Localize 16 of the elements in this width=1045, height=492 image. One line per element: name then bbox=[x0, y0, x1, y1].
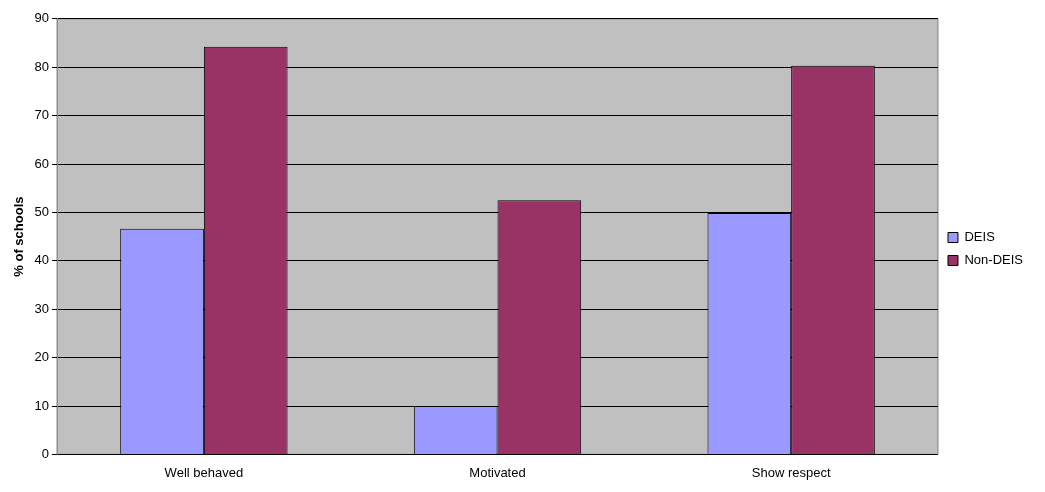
y-tick-label: 10 bbox=[34, 397, 50, 413]
y-tick-label: 30 bbox=[34, 300, 50, 316]
x-tick-label: Show respect bbox=[751, 464, 831, 480]
x-tick-label: Well behaved bbox=[164, 464, 244, 480]
y-tick-label: 90 bbox=[34, 10, 50, 26]
legend-label: Non-DEIS bbox=[964, 252, 1024, 268]
y-tick-label: 50 bbox=[34, 203, 50, 219]
y-tick-label: 70 bbox=[34, 107, 50, 123]
y-tick-label: 80 bbox=[34, 58, 50, 74]
y-tick-label: 60 bbox=[34, 155, 50, 171]
x-tick-label: Motivated bbox=[469, 464, 526, 480]
y-tick-label: 0 bbox=[41, 445, 50, 461]
y-tick-label: 20 bbox=[34, 349, 50, 365]
y-axis-title: % of schools bbox=[11, 196, 27, 277]
y-tick-label: 40 bbox=[34, 252, 50, 268]
legend-label: DEIS bbox=[964, 229, 996, 245]
